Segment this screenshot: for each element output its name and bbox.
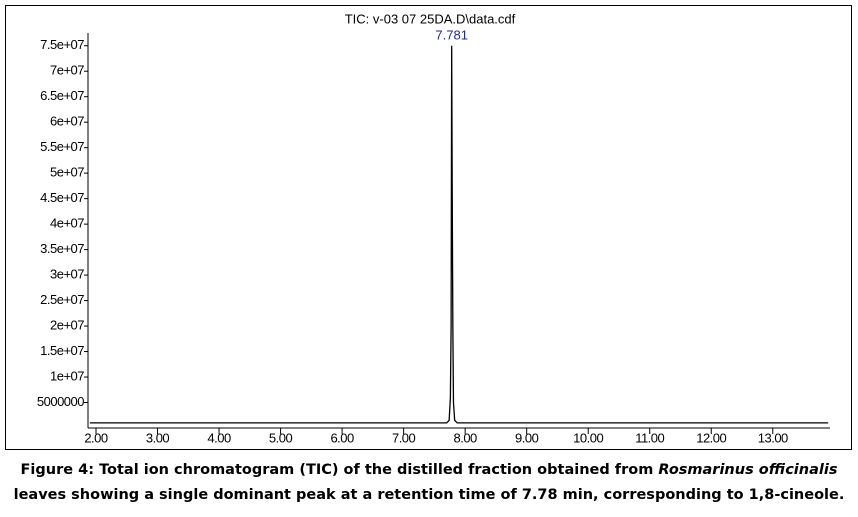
x-tick-label: 11.00 [635,430,664,445]
y-tick-label: 6.5e+07 [40,88,84,103]
x-tick-label: 12.00 [696,430,726,445]
caption-line-2: leaves showing a single dominant peak at… [13,487,845,503]
x-tick-label: 3.00 [146,430,170,445]
y-tick-label: 4.5e+07 [40,190,84,205]
x-tick-label: 6.00 [330,430,354,445]
x-tick-label: 13.00 [758,430,788,445]
y-tick-label: 2.5e+07 [40,292,84,307]
caption-line-1: Figure 4: Total ion chromatogram (TIC) o… [0,462,858,478]
y-tick-label: 7.5e+07 [40,37,84,52]
x-tick-label: 10.00 [573,430,603,445]
x-tick-label: 9.00 [515,430,539,445]
y-tick-label: 5e+07 [50,165,84,180]
y-tick-label: 3e+07 [50,267,84,282]
chart: TIC: v-03 07 25DA.D\data.cdf 5000000 1e+0… [5,5,852,450]
peak-label: 7.781 [435,27,468,42]
frame [5,5,852,450]
x-tick-label: 5.00 [269,430,293,445]
y-tick-label: 1.5e+07 [40,343,84,358]
y-tick-label: 6e+07 [50,114,84,129]
y-tick-label: 7e+07 [50,63,84,78]
y-tick-label: 3.5e+07 [40,241,84,256]
chart-title: TIC: v-03 07 25DA.D\data.cdf [345,11,516,26]
y-tick-label: 2e+07 [50,318,84,333]
y-tick-label: 5000000 [37,394,84,409]
chromatogram-line [89,45,829,424]
x-tick-label: 7.00 [392,430,416,445]
y-tick-label: 5.5e+07 [40,139,84,154]
x-tick-label: 4.00 [207,430,231,445]
y-tick-label: 4e+07 [50,216,84,231]
x-tick-label: 8.00 [453,430,477,445]
x-tick-label: 2.00 [84,430,108,445]
y-tick-label: 1e+07 [50,368,84,383]
caption-text: Figure 4: Total ion chromatogram (TIC) o… [20,462,659,478]
caption-species: Rosmarinus officinalis [658,462,838,478]
